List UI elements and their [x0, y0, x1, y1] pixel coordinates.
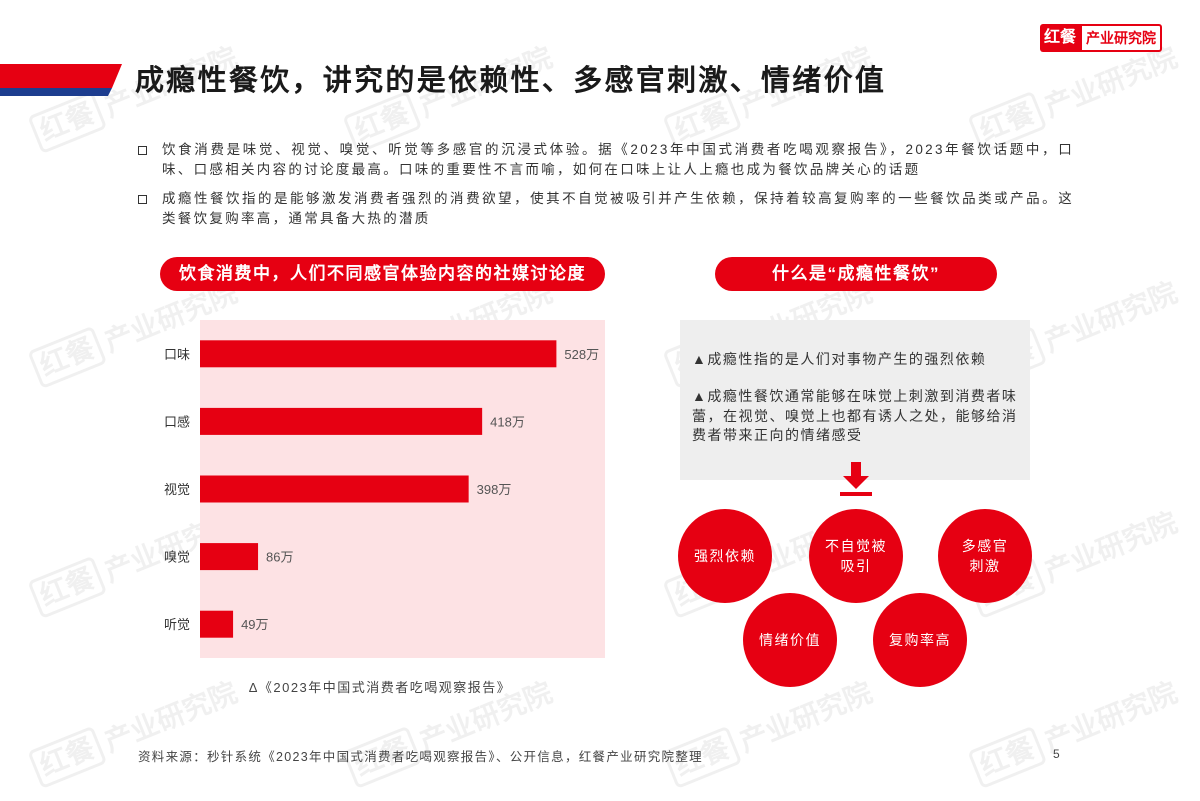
definition-point: ▲成瘾性餐饮通常能够在味觉上刺激到消费者味蕾，在视觉、嗅觉上也都有诱人之处，能够…: [692, 388, 1018, 443]
trait-label: 吸引: [840, 558, 872, 574]
trait-circle-unconscious-attraction: 不自觉被 吸引: [809, 509, 903, 603]
category-label: 口味: [164, 347, 190, 362]
watermark-logo: 红餐产业研究院: [655, 667, 885, 794]
data-label: 49万: [241, 617, 268, 632]
intro-bullets: 饮食消费是味觉、视觉、嗅觉、听觉等多感官的沉浸式体验。据《2023年中国式消费者…: [138, 140, 1078, 238]
bullet-text: 饮食消费是味觉、视觉、嗅觉、听觉等多感官的沉浸式体验。据《2023年中国式消费者…: [162, 142, 1074, 177]
bullet-item: 成瘾性餐饮指的是能够激发消费者强烈的消费欲望，使其不自觉被吸引并产生依赖，保持着…: [138, 189, 1078, 229]
watermark-name: 产业研究院: [1040, 506, 1182, 588]
data-label: 528万: [564, 347, 599, 362]
category-label: 口感: [164, 414, 190, 429]
data-label: 398万: [477, 482, 512, 497]
data-label: 418万: [490, 414, 525, 429]
definition-heading-pill: 什么是“成瘾性餐饮”: [715, 257, 997, 291]
brand-logo: 红餐 产业研究院: [1040, 24, 1163, 52]
chart-bar: [200, 543, 259, 571]
trait-circle-high-repurchase: 复购率高: [873, 593, 967, 687]
watermark-mark: 红餐: [27, 90, 108, 155]
chart-bar: [200, 340, 557, 368]
watermark-mark: 红餐: [27, 555, 108, 620]
trait-circle-multisensory: 多感官 刺激: [938, 509, 1032, 603]
chart-bar: [200, 407, 483, 435]
watermark-mark: 红餐: [27, 325, 108, 390]
chart-bar: [200, 610, 234, 638]
bullet-text: 成瘾性餐饮指的是能够激发消费者强烈的消费欲望，使其不自觉被吸引并产生依赖，保持着…: [162, 191, 1074, 226]
definition-point: ▲成瘾性指的是人们对事物产生的强烈依赖: [692, 351, 987, 367]
trait-label: 强烈依赖: [694, 548, 756, 564]
footer-source: 资料来源：秒针系统《2023年中国式消费者吃喝观察报告》、公开信息，红餐产业研究…: [138, 750, 703, 764]
category-label: 视觉: [164, 482, 190, 497]
hollow-square-icon: [138, 145, 147, 155]
trait-label: 不自觉被: [825, 538, 887, 554]
trait-label: 刺激: [969, 558, 1001, 574]
category-label: 听觉: [164, 617, 190, 632]
trait-circle-emotional-value: 情绪价值: [743, 593, 837, 687]
page-title: 成瘾性餐饮，讲究的是依赖性、多感官刺激、情绪价值: [135, 65, 887, 97]
watermark-mark: 红餐: [27, 725, 108, 790]
watermark-logo: 红餐产业研究院: [960, 667, 1190, 794]
trait-label: 复购率高: [889, 632, 951, 648]
chart-bar: [200, 475, 469, 503]
page-number: 5: [1053, 747, 1060, 761]
title-accent-stripe: [0, 64, 122, 96]
data-label: 86万: [266, 550, 293, 565]
category-label: 嗅觉: [164, 550, 190, 565]
watermark-name: 产业研究院: [1040, 276, 1182, 358]
watermark-mark: 红餐: [967, 725, 1048, 790]
bullet-item: 饮食消费是味觉、视觉、嗅觉、听觉等多感官的沉浸式体验。据《2023年中国式消费者…: [138, 140, 1078, 180]
hollow-square-icon: [138, 194, 147, 204]
trait-circle-strong-dependence: 强烈依赖: [678, 509, 772, 603]
chart-source-caption: Δ《2023年中国式消费者吃喝观察报告》: [248, 680, 512, 695]
trait-label: 多感官: [961, 538, 1009, 554]
chart-title-pill: 饮食消费中，人们不同感官体验内容的社媒讨论度: [160, 257, 605, 291]
logo-name: 产业研究院: [1080, 24, 1163, 52]
logo-mark: 红餐: [1040, 24, 1081, 52]
trait-label: 情绪价值: [759, 632, 821, 648]
arrow-down-icon: [840, 462, 872, 496]
definition-box: ▲成瘾性指的是人们对事物产生的强烈依赖 ▲成瘾性餐饮通常能够在味觉上刺激到消费者…: [680, 320, 1030, 480]
